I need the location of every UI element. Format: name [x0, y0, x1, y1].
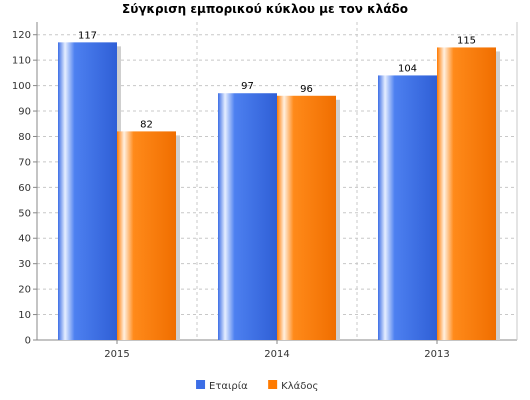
- bar-Εταιρία-2015: [58, 42, 117, 341]
- y-tick-label: 80: [18, 132, 31, 143]
- data-label: 82: [140, 119, 153, 130]
- bar-Εταιρία-2013: [378, 75, 437, 340]
- data-label: 96: [300, 84, 313, 95]
- y-tick-label: 100: [12, 81, 31, 92]
- y-tick-label: 110: [12, 56, 31, 67]
- x-tick-label: 2014: [264, 349, 289, 360]
- y-tick-label: 50: [18, 208, 31, 219]
- chart-title: Σύγκριση εμπορικού κύκλου με τον κλάδο: [122, 2, 408, 16]
- bar-Κλάδος-2014: [277, 95, 336, 340]
- legend-label: Κλάδος: [281, 380, 318, 392]
- y-tick-label: 70: [18, 157, 31, 168]
- y-tick-label: 40: [18, 234, 31, 245]
- x-tick-label: 2013: [424, 349, 449, 360]
- y-tick-label: 120: [12, 30, 31, 41]
- bar-Εταιρία-2014: [218, 93, 277, 341]
- data-label: 115: [457, 35, 476, 46]
- bar-Κλάδος-2015: [117, 131, 176, 340]
- y-tick-label: 60: [18, 183, 31, 194]
- data-label: 117: [78, 30, 97, 41]
- y-tick-label: 30: [18, 259, 31, 270]
- data-label: 97: [241, 81, 254, 92]
- y-tick-label: 10: [18, 310, 31, 321]
- legend-label: Εταιρία: [209, 380, 248, 392]
- y-tick-label: 90: [18, 107, 31, 118]
- bar-Κλάδος-2013: [437, 47, 496, 340]
- legend: Εταιρία Κλάδος: [196, 380, 318, 392]
- data-label: 104: [398, 63, 417, 74]
- legend-swatch-Κλάδος: [268, 380, 278, 389]
- y-tick-label: 20: [18, 285, 31, 296]
- y-tick-label: 0: [25, 336, 31, 347]
- legend-swatch-Εταιρία: [196, 380, 206, 389]
- x-tick-label: 2015: [104, 349, 129, 360]
